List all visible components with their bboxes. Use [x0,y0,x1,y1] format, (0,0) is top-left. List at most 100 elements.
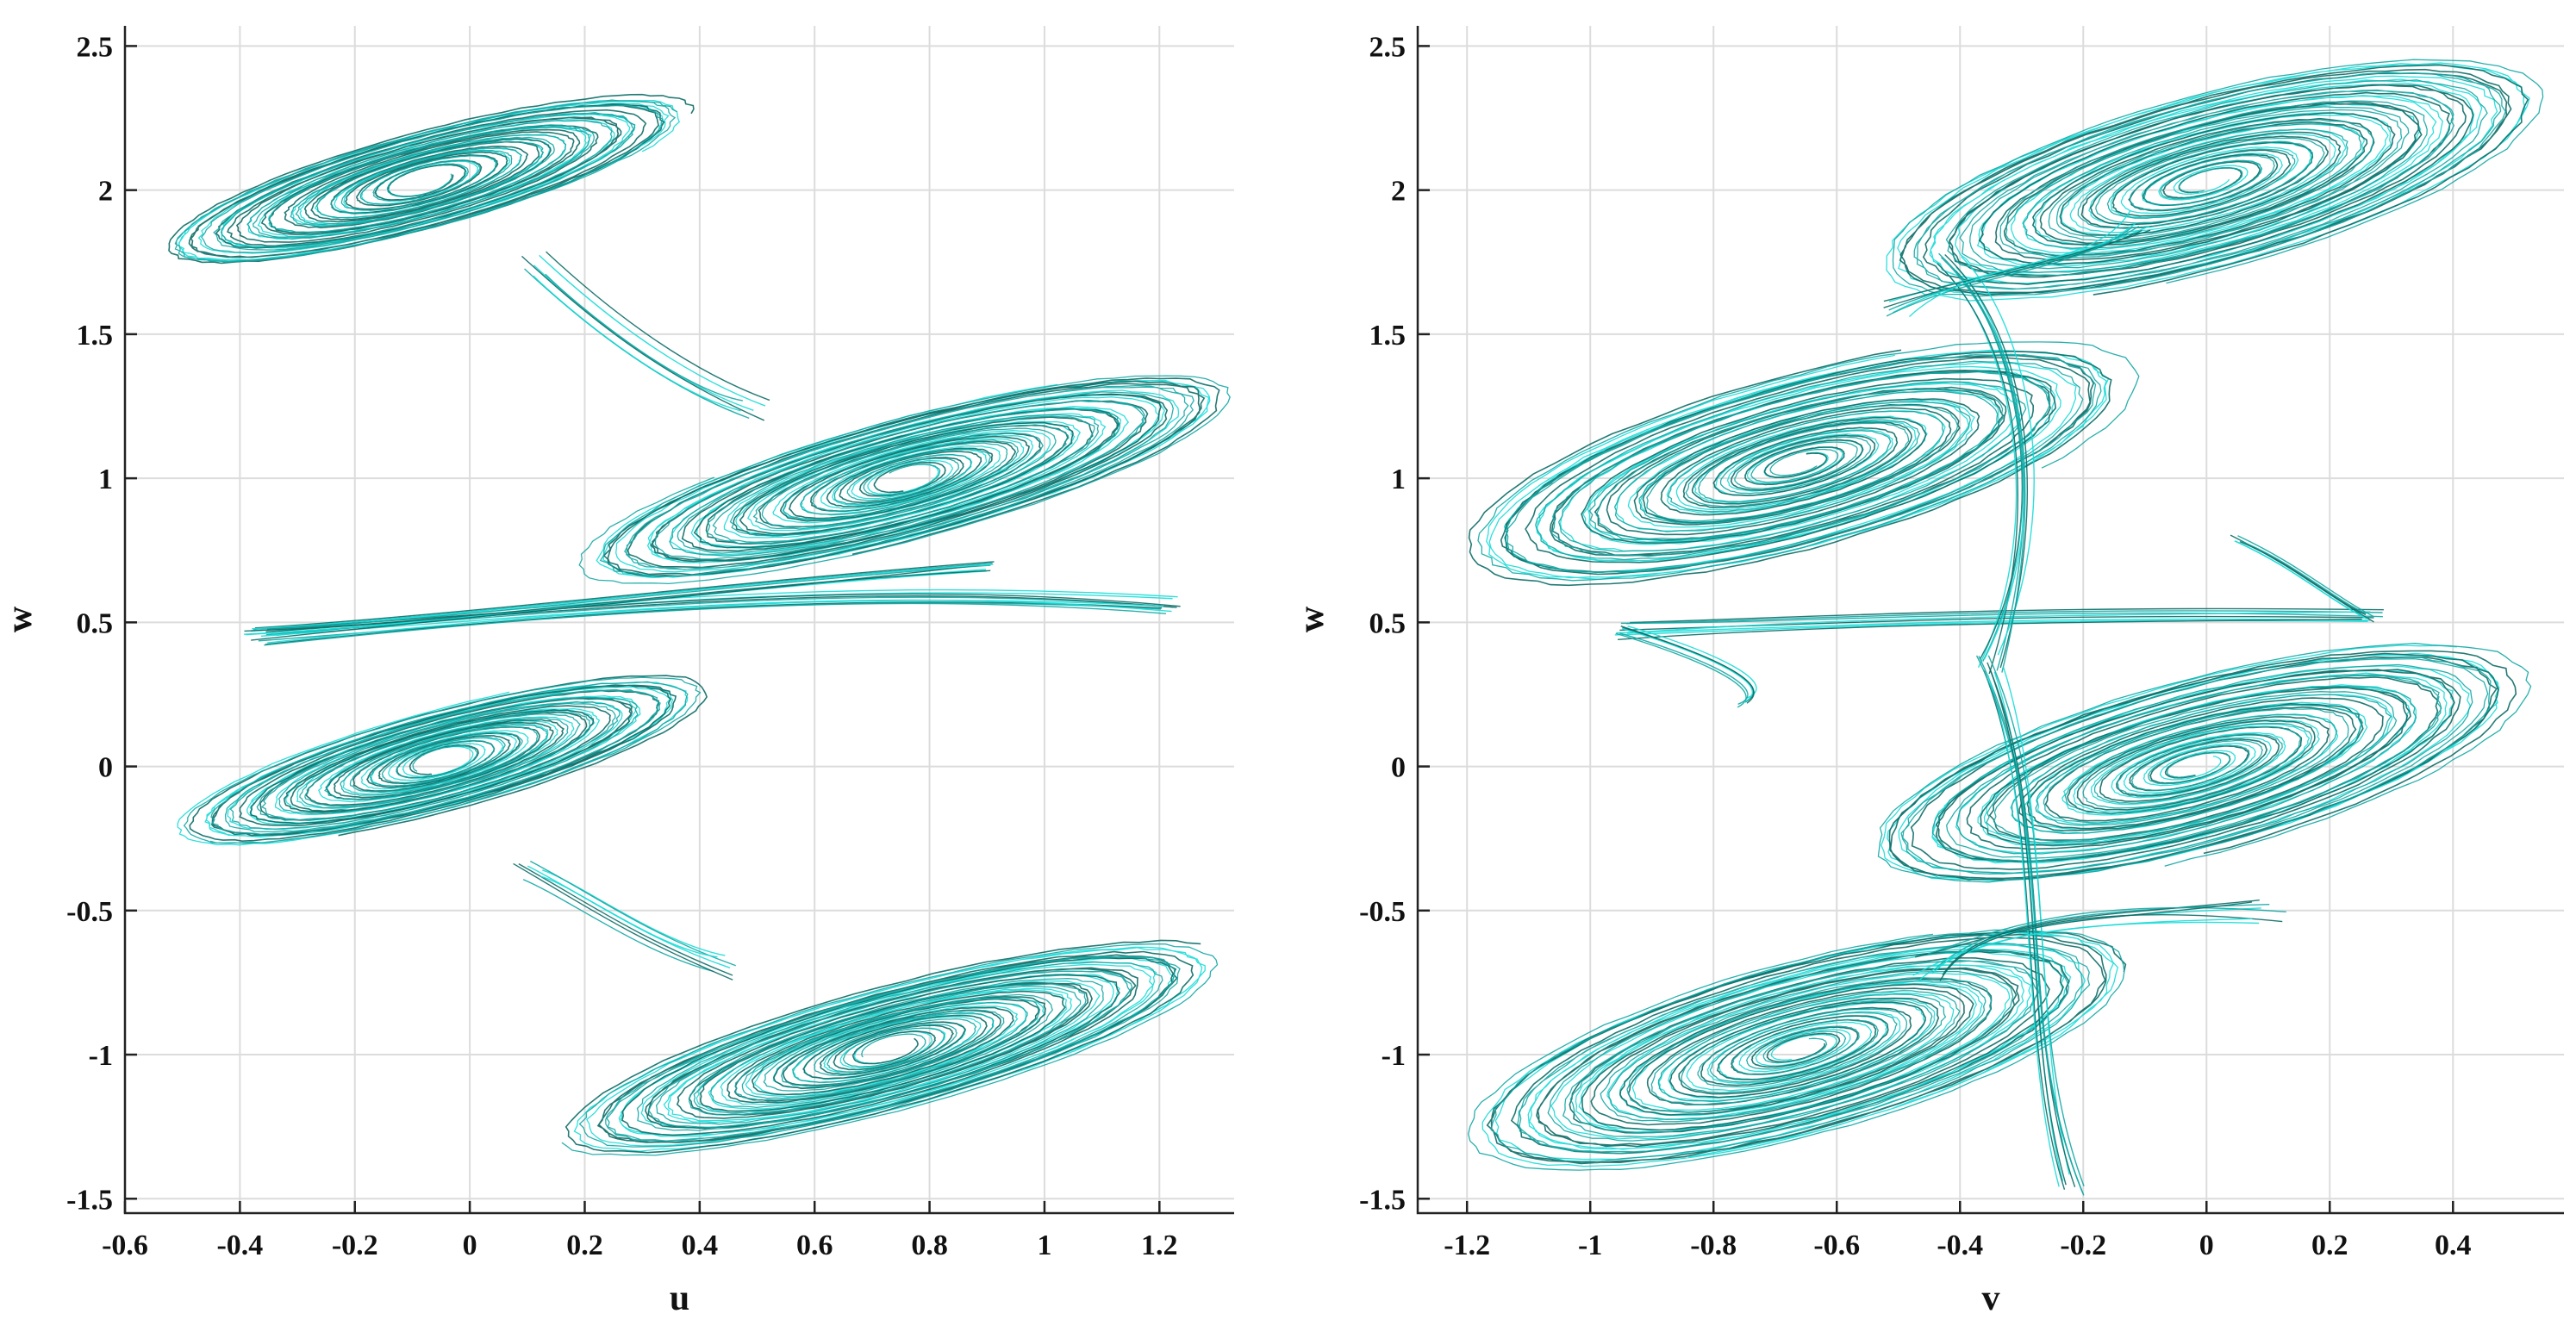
x-tick-label: -0.2 [332,1230,378,1261]
scroll-trajectory [561,943,1219,1156]
y-tick-label: -0.5 [66,896,113,928]
bridge-trajectory [513,862,733,980]
bridge-trajectory [529,860,736,967]
y-tick-label: 0.5 [1369,607,1407,639]
scroll-trajectory [1881,644,2500,881]
bridge-trajectory [545,273,743,402]
x-tick-label: -0.4 [216,1230,263,1261]
scroll-trajectory [602,377,1220,577]
bridge-trajectory [1927,906,2286,956]
bridge-trajectory [1621,627,1754,703]
scroll-trajectory [1477,341,2140,582]
bridge-trajectory [1618,619,2362,640]
bridge-trajectory [1987,675,2060,1187]
bridge-trajectory [1883,229,2151,302]
x-tick-label: -0.8 [1690,1230,1737,1261]
bridge-trajectory [1940,257,2024,671]
bridge-trajectory [1616,618,2371,634]
grid-v-w [1418,26,2564,1213]
grid-u-w [124,26,1234,1213]
scroll-trajectory [1468,349,2112,587]
scroll-trajectory [183,676,702,844]
scroll-trajectory [573,946,1206,1152]
axis-lines [1416,26,2564,1215]
bridge-trajectory [2235,540,2367,619]
x-tick-label: 0.4 [2435,1230,2472,1261]
bridge-trajectory [265,595,1177,633]
scroll-trajectory [1468,929,2125,1171]
x-tick-label: 1.2 [1141,1230,1178,1261]
bridge-trajectory [266,593,1181,630]
bridge-trajectory [1912,921,2260,976]
y-tick-label: 0 [98,752,113,784]
bridge-trajectory [1886,227,2132,317]
bridge-trajectory [252,563,994,630]
bridge-trajectory [264,602,1162,646]
bridge-trajectory [1627,625,1757,699]
y-tick-label: 0 [1391,752,1406,784]
bridge-trajectory [251,564,980,641]
bridge-trajectory [1939,901,2253,981]
bridge-trajectory [1630,607,2384,624]
scroll-trajectory [178,99,680,262]
bridge-trajectory [521,255,765,421]
bridge-trajectory [250,564,991,632]
scroll-trajectory [177,681,689,846]
bridge-trajectory [1938,252,2026,673]
bridge-trajectory [524,268,750,420]
scroll-trajectory [1877,643,2532,883]
y-tick-label: -0.5 [1359,896,1406,928]
bridge-trajectory [1961,256,2035,656]
bridge-trajectory [2241,540,2367,614]
y-tick-label: 0.5 [77,607,114,639]
x-tick-label: 0.8 [911,1230,948,1261]
x-tick-label: 0.2 [566,1230,603,1261]
y-tick-label: 1 [1391,464,1406,495]
scroll-trajectory [1892,59,2544,297]
bridge-trajectory [1622,626,1755,703]
plot-u-w: -0.6 -0.4 -0.2 0 0.2 0.4 0.6 0.8 1 1.2 -1.5 -1 -0.5 0… [0,26,1234,1318]
x-tick-label: 0 [2199,1230,2214,1261]
bridge-trajectory [518,862,733,976]
y-tick-label: -1.5 [66,1184,113,1216]
plot-v-w: -1.2 -1 -0.8 -0.6 -0.4 -0.2 0 0.2 0.4 -1.5 -1 -0.5 0… [1292,26,2564,1318]
scroll-trajectory [578,375,1231,585]
x-axis-label-u: u [670,1279,689,1318]
scroll-trajectory [168,93,695,265]
y-axis-label-w-left: w [0,606,40,632]
x-tick-label: 1 [1037,1230,1051,1261]
x-tick-label: -0.2 [2060,1230,2106,1261]
y-tick-label: -1 [89,1040,113,1072]
trajectory-u-w [168,93,1231,1156]
scroll-trajectory [1886,62,2530,302]
y-tick-label: 2.5 [77,31,114,63]
bridge-trajectory [254,561,995,629]
x-tick-label: 0.2 [2311,1230,2348,1261]
bridge-trajectory [533,265,754,411]
y-tick-label: 1 [98,464,113,495]
bridge-trajectory [1620,626,1755,704]
scroll-trajectory [1888,650,2517,881]
scroll-trajectory [564,939,1201,1154]
x-tick-label: 0.4 [682,1230,719,1261]
y-tick-label: 1.5 [1369,320,1407,352]
axes-v-w: -1.2 -1 -0.8 -0.6 -0.4 -0.2 0 0.2 0.4 -1.5 -1 -0.5 0… [1359,26,2564,1261]
x-tick-label: 0.6 [796,1230,833,1261]
bridge-trajectory [2239,540,2367,616]
bridge-trajectory [2237,535,2373,617]
y-tick-label: 2 [1391,176,1406,208]
scroll-trajectory [1899,64,2529,296]
bridge-trajectory [1908,209,2131,318]
x-tick-label: -0.4 [1937,1230,1983,1261]
y-tick-label: -1.5 [1359,1184,1406,1216]
bridge-trajectory [1619,632,1749,706]
bridge-trajectory [260,599,1172,637]
bridge-trajectory [1942,899,2260,975]
bridge-trajectory [1615,632,1747,708]
axes-u-w: -0.6 -0.4 -0.2 0 0.2 0.4 0.6 0.8 1 1.2 -1.5 -1 -0.5 0… [66,26,1234,1261]
x-tick-label: -0.6 [1813,1230,1860,1261]
bridge-trajectory [533,275,741,412]
x-tick-label: -1 [1578,1230,1602,1261]
bridge-trajectory [267,600,1164,644]
